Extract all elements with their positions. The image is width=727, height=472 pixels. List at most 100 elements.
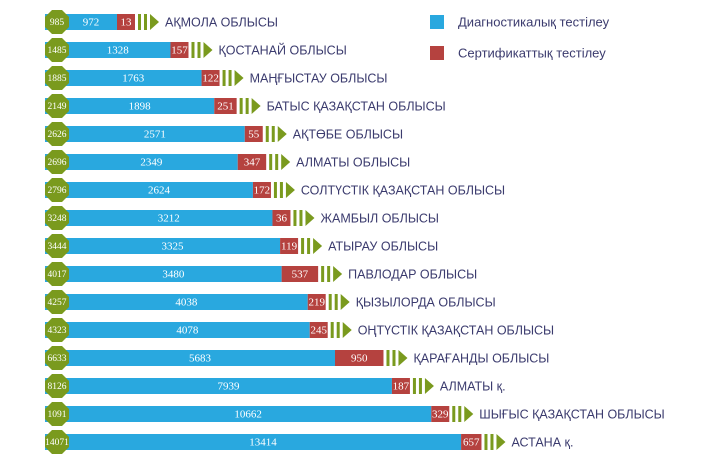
arrow-bar — [458, 406, 462, 422]
arrow-bar — [321, 266, 325, 282]
bar-value: 2624 — [148, 185, 171, 197]
arrow-head — [342, 322, 352, 338]
arrow-head — [340, 294, 350, 310]
total-label: 2696 — [48, 158, 67, 168]
bar-segment — [391, 378, 410, 394]
bar-segment — [45, 350, 336, 366]
region-name: БАТЫС ҚАЗАҚСТАН ОБЛЫСЫ — [267, 99, 446, 113]
total-badge — [45, 10, 69, 34]
bar-value: 329 — [432, 409, 449, 421]
bar-segment — [335, 350, 384, 366]
bar-value: 36 — [276, 213, 288, 225]
bar-segment — [252, 182, 271, 198]
arrow-bar — [275, 154, 279, 170]
bar-value: 657 — [463, 437, 480, 449]
arrow-head — [333, 266, 343, 282]
region-name: АСТАНА қ. — [511, 435, 573, 449]
bar-value: 245 — [310, 325, 327, 337]
bar-value: 172 — [254, 185, 271, 197]
bar-segment — [307, 294, 326, 310]
total-label: 1885 — [48, 74, 67, 84]
total-label: 8126 — [48, 382, 67, 392]
bar-segment — [45, 42, 171, 58]
bar-segment — [45, 322, 310, 338]
arrow-head — [398, 350, 408, 366]
bar-segment — [431, 406, 450, 422]
bar-value: 219 — [308, 297, 325, 309]
arrow-head — [150, 14, 159, 30]
arrow-head — [305, 210, 315, 226]
total-badge — [45, 206, 69, 230]
arrow-bar — [273, 182, 277, 198]
total-label: 14071 — [45, 438, 69, 448]
arrow-head — [464, 406, 474, 422]
arrow-bar — [484, 434, 488, 450]
bar-segment — [237, 154, 267, 170]
arrow-bar — [299, 210, 303, 226]
arrow-bar — [228, 70, 232, 86]
bar-value: 1328 — [107, 45, 130, 57]
arrow-bar — [222, 70, 226, 86]
bar-value: 347 — [244, 157, 261, 169]
arrow-bar — [245, 98, 249, 114]
bar-value: 119 — [281, 241, 298, 253]
arrow-bar — [307, 238, 311, 254]
bar-segment — [45, 98, 215, 114]
total-badge — [45, 402, 69, 426]
arrow-bar — [269, 154, 273, 170]
arrow-head — [424, 378, 434, 394]
region-name: ЖАМБЫЛ ОБЛЫСЫ — [320, 211, 439, 225]
bar-value: 3325 — [162, 241, 185, 253]
region-name: СОЛТҮСТІК ҚАЗАҚСТАН ОБЛЫСЫ — [301, 183, 505, 197]
bar-value: 950 — [351, 353, 368, 365]
bar-value: 3212 — [158, 213, 180, 225]
bar-segment — [170, 42, 189, 58]
total-badge — [45, 290, 69, 314]
total-label: 2149 — [48, 102, 67, 112]
arrow-head — [496, 434, 506, 450]
bar-value: 251 — [217, 101, 234, 113]
bar-segment — [45, 406, 432, 422]
bar-segment — [461, 434, 482, 450]
bar-value: 1763 — [122, 73, 145, 85]
bar-segment — [280, 238, 299, 254]
legend-swatch — [430, 15, 444, 29]
legend-label: Диагностикалық тестілеу — [458, 14, 610, 29]
arrow-bar — [293, 210, 297, 226]
arrow-bar — [265, 126, 269, 142]
arrow-bar — [239, 98, 243, 114]
total-label: 4257 — [48, 298, 67, 308]
region-name: АТЫРАУ ОБЛЫСЫ — [328, 239, 438, 253]
bar-segment — [272, 210, 291, 226]
total-label: 2626 — [48, 130, 67, 140]
arrow-bar — [452, 406, 456, 422]
arrow-head — [234, 70, 244, 86]
arrow-bar — [271, 126, 275, 142]
bar-segment — [214, 98, 237, 114]
total-label: 985 — [50, 18, 65, 28]
region-name: ПАВЛОДАР ОБЛЫСЫ — [348, 267, 477, 281]
arrow-head — [203, 42, 213, 58]
arrow-bar — [392, 350, 396, 366]
total-badge — [45, 318, 69, 342]
arrow-bar — [490, 434, 494, 450]
bar-value: 537 — [292, 269, 309, 281]
total-badge — [45, 178, 69, 202]
total-badge — [45, 262, 69, 286]
arrow-bar — [279, 182, 283, 198]
region-name: ҚОСТАНАЙ ОБЛЫСЫ — [218, 42, 346, 57]
arrow-bar — [386, 350, 390, 366]
arrow-bar — [412, 378, 416, 394]
bar-value: 13 — [121, 17, 133, 29]
arrow-head — [281, 154, 291, 170]
bar-value: 10662 — [234, 409, 262, 421]
arrow-bar — [330, 322, 334, 338]
total-label: 3444 — [48, 242, 67, 252]
total-badge — [45, 346, 69, 370]
region-name: ҚАРАҒАНДЫ ОБЛЫСЫ — [413, 351, 549, 365]
bar-value: 5683 — [189, 353, 212, 365]
arrow-head — [251, 98, 261, 114]
arrow-bar — [144, 14, 147, 30]
bar-value: 187 — [393, 381, 410, 393]
